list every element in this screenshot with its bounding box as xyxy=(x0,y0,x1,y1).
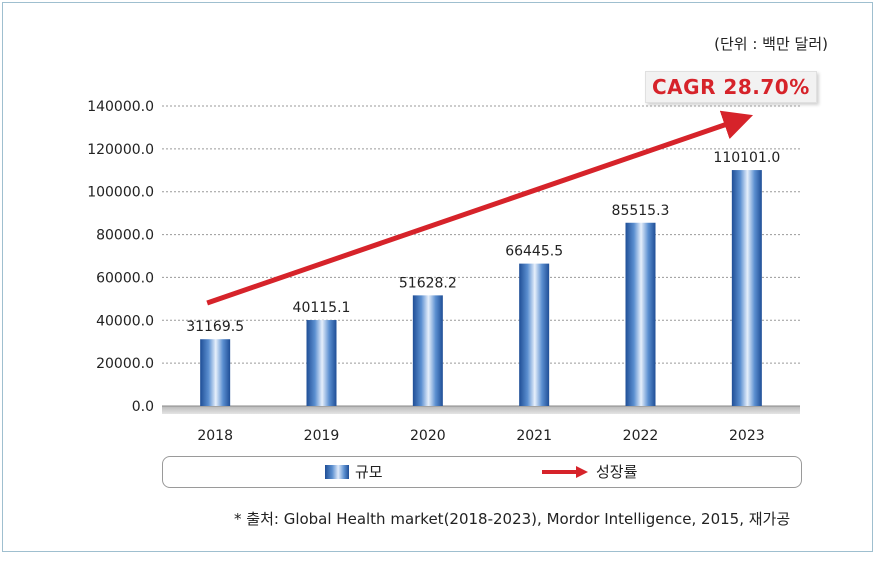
y-tick-label: 120000.0 xyxy=(87,142,154,158)
y-tick-label: 0.0 xyxy=(132,399,154,415)
x-tick-label: 2022 xyxy=(623,428,659,444)
y-tick-label: 140000.0 xyxy=(87,99,154,115)
legend-item-growth: 성장률 xyxy=(540,461,637,482)
bar-value-label: 85515.3 xyxy=(612,203,670,219)
bar-2019 xyxy=(306,320,337,406)
x-tick-label: 2019 xyxy=(304,428,340,444)
x-tick-label: 2018 xyxy=(197,428,233,444)
legend-arrow-icon xyxy=(542,465,588,478)
x-tick-label: 2020 xyxy=(410,428,446,444)
source-footnote: * 출처: Global Health market(2018-2023), M… xyxy=(234,510,791,528)
trend-arrow-layer xyxy=(206,110,754,306)
cagr-badge: CAGR 28.70% xyxy=(645,71,817,103)
x-axis-ticks: 2018 2019 2020 2021 2022 2023 xyxy=(197,428,764,444)
y-axis-ticks: 0.0 20000.0 40000.0 60000.0 80000.0 100000.0 1… xyxy=(87,99,154,415)
y-tick-label: 60000.0 xyxy=(96,270,154,286)
gridlines xyxy=(162,105,800,364)
chart-floor xyxy=(162,405,800,414)
legend-bar-swatch xyxy=(325,464,349,479)
y-tick-label: 20000.0 xyxy=(96,356,154,372)
bar-2022 xyxy=(625,222,656,406)
unit-label: (단위 : 백만 달러) xyxy=(714,35,828,53)
bar-value-label: 110101.0 xyxy=(713,150,780,166)
bar-value-label: 51628.2 xyxy=(399,275,457,291)
y-tick-label: 100000.0 xyxy=(87,185,154,201)
y-tick-label: 40000.0 xyxy=(96,313,154,329)
bar-2018 xyxy=(200,339,231,406)
chart-floor-band xyxy=(162,406,800,414)
legend-bar-label: 규모 xyxy=(355,463,383,481)
legend-item-bars: 규모 xyxy=(325,461,383,482)
bar-2023 xyxy=(731,170,762,406)
bar-2021 xyxy=(519,263,550,406)
bar-value-label: 31169.5 xyxy=(186,319,244,335)
bars xyxy=(200,170,762,406)
bar-value-labels: 31169.5 40115.1 51628.2 66445.5 85515.3 11010… xyxy=(186,150,780,335)
cagr-label: CAGR 28.70% xyxy=(652,75,810,99)
x-tick-label: 2021 xyxy=(516,428,552,444)
legend-growth-label: 성장률 xyxy=(596,463,638,481)
bar-2020 xyxy=(412,295,443,406)
bar-value-label: 66445.5 xyxy=(505,244,563,260)
bar-value-label: 40115.1 xyxy=(293,300,351,316)
trend-arrow xyxy=(206,110,754,306)
x-tick-label: 2023 xyxy=(729,428,765,444)
y-tick-label: 80000.0 xyxy=(96,228,154,244)
legend: 규모 성장률 xyxy=(162,456,802,488)
